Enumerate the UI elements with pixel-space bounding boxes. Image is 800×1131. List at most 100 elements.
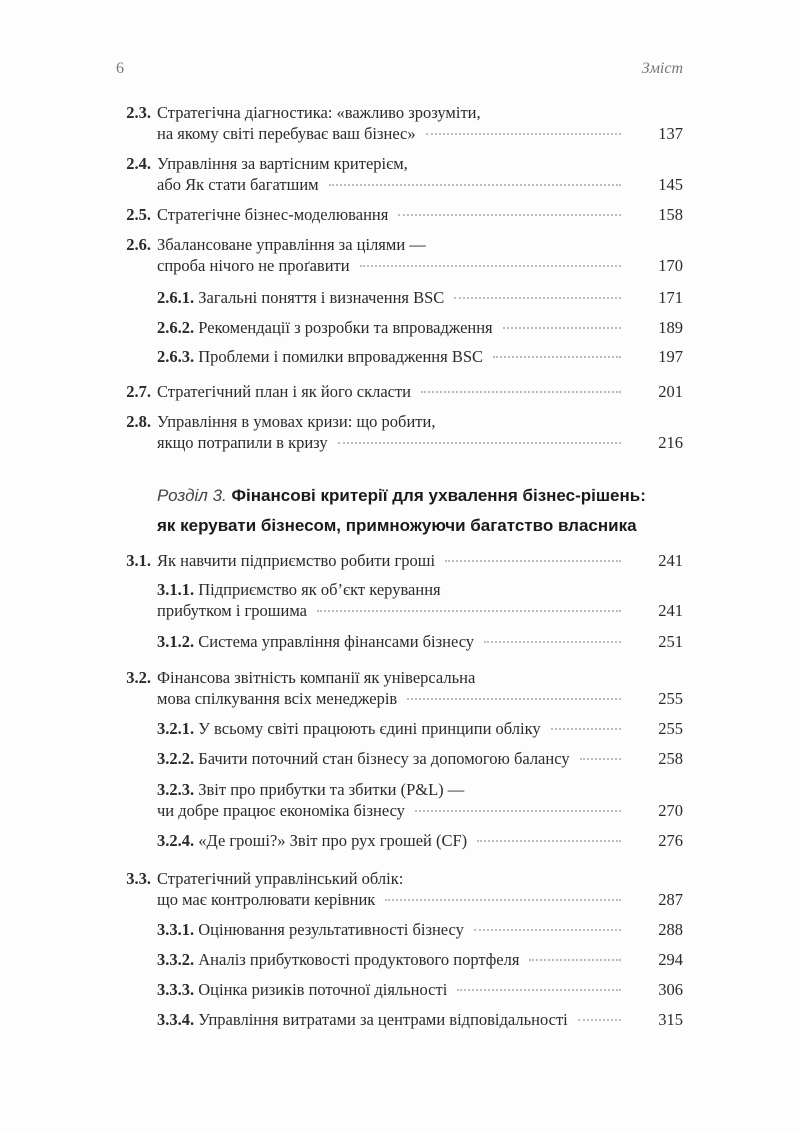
subentry-number: 3.2.1. [157,719,195,738]
toc-entry[interactable]: 3.3. Стратегічний управлінський облік: що … [100,868,683,910]
dot-leader [316,610,621,612]
subentry-number: 3.3.1. [157,920,195,939]
toc-entry[interactable]: 2.3. Стратегічна діагностика: «важливо зр… [100,102,683,144]
toc-entry[interactable]: 3.1.1. Підприємство як об’єкт керування п… [100,579,683,621]
entry-title-line: спроба нічого не проґавити [157,255,350,276]
entry-title-line: якщо потрапили в кризу [157,432,328,453]
entry-page: 201 [658,382,683,401]
dot-leader [529,959,621,961]
entry-page: 189 [658,318,683,337]
entry-text: Проблеми і помилки впровадження BSC [198,347,484,366]
dot-leader [445,560,621,562]
entry-page: 306 [658,980,683,999]
entry-number: 2.4. [126,154,151,173]
entry-page: 145 [658,175,683,194]
dot-leader [577,1019,621,1021]
chapter-label: Розділ 3. [157,486,227,505]
entry-title-line: чи добре працює економіка бізнесу [157,800,405,821]
subentry-number: 3.1.1. [157,580,195,599]
dot-leader [425,133,621,135]
entry-page: 258 [658,749,683,768]
entry-text: або Як стати багатшим [157,175,319,194]
subentry-number: 2.6.3. [157,347,195,366]
entry-title-line: 3.1.2. Система управління фінансами бізн… [157,631,474,652]
entry-text: Підприємство як об’єкт керування [198,580,441,599]
entry-title-line: 3.2.2. Бачити поточний стан бізнесу за д… [157,748,570,769]
entry-text: Бачити поточний стан бізнесу за допомого… [198,749,570,768]
toc-entry[interactable]: 3.2. Фінансова звітність компанії як унів… [100,667,683,709]
dot-leader [328,184,621,186]
page-number: 6 [116,60,124,77]
entry-title-line: 2.6.2. Рекомендації з розробки та впрова… [157,317,493,338]
toc-entry[interactable]: 3.3.2. Аналіз прибутковості продуктового… [100,949,683,970]
dot-leader [502,327,621,329]
dot-leader [484,641,621,643]
entry-text: Оцінювання результативності бізнесу [198,920,464,939]
entry-page: 294 [658,950,683,969]
dot-leader [454,297,621,299]
toc-entry[interactable]: 3.2.2. Бачити поточний стан бізнесу за д… [100,748,683,769]
subentry-number: 3.1.2. [157,632,195,651]
toc-entry[interactable]: 2.4. Управління за вартісним критерієм, аб… [100,153,683,195]
dot-leader [493,356,621,358]
dot-leader [473,929,621,931]
toc-entry[interactable]: 2.6.3. Проблеми і помилки впровадження B… [100,346,683,367]
entry-number: 3.1. [126,551,151,570]
entry-text: Як навчити підприємство робити гроші [157,551,436,570]
entry-title-line: 2.6.1. Загальні поняття і визначення BSC [157,287,444,308]
dot-leader [414,810,621,812]
toc-entry[interactable]: 2.8. Управління в умовах кризи: що робити… [100,411,683,453]
toc-entry[interactable]: 2.5. Стратегічне бізнес-моделювання 158 [100,204,683,225]
entry-title-line: 3.3.1. Оцінювання результативності бізне… [157,919,464,940]
entry-page: 241 [658,551,683,570]
toc-entry[interactable]: 3.2.1. У всьому світі працюють єдині при… [100,718,683,739]
entry-page: 270 [658,801,683,820]
entry-title-line: 3.3.3. Оцінка ризиків поточної діяльност… [157,979,447,1000]
entry-title-line: 3.2.3. Звіт про прибутки та збитки (P&L)… [157,780,464,799]
toc-entry[interactable]: 2.6. Збалансоване управління за цілями — с… [100,234,683,276]
entry-page: 197 [658,347,683,366]
entry-title-line: Стратегічне бізнес-моделювання [157,204,388,225]
toc-entry[interactable]: 3.3.3. Оцінка ризиків поточної діяльност… [100,979,683,1000]
entry-number: 2.6. [126,235,151,254]
entry-title-line: 3.3.4. Управління витратами за центрами … [157,1009,568,1030]
toc-entry[interactable]: 2.6.2. Рекомендації з розробки та впрова… [100,317,683,338]
entry-text: спроба нічого не проґавити [157,256,350,275]
toc-entry[interactable]: 3.1. Як навчити підприємство робити гроші… [100,550,683,571]
toc-entry[interactable]: 2.7. Стратегічний план і як його скласти 2… [100,381,683,402]
dot-leader [398,214,621,216]
entry-page: 288 [658,920,683,939]
dot-leader [337,442,621,444]
entry-text: Аналіз прибутковості продуктового портфе… [198,950,520,969]
entry-text: Оцінка ризиків поточної діяльності [198,980,448,999]
entry-title-line: 3.3.2. Аналіз прибутковості продуктового… [157,949,519,970]
entry-text: Стратегічна діагностика: «важливо зрозум… [157,103,481,122]
entry-number: 3.2. [126,668,151,687]
toc-entry[interactable]: 3.3.1. Оцінювання результативності бізне… [100,919,683,940]
entry-text: Стратегічний план і як його скласти [157,382,412,401]
dot-leader [385,899,621,901]
toc-entry[interactable]: 3.2.3. Звіт про прибутки та збитки (P&L)… [100,779,683,821]
entry-title-line: 3.2.1. У всьому світі працюють єдині при… [157,718,541,739]
entry-text: що має контролювати керівник [157,890,376,909]
toc-entry[interactable]: 3.3.4. Управління витратами за центрами … [100,1009,683,1030]
subentry-number: 3.3.4. [157,1010,195,1029]
toc-entry[interactable]: 3.1.2. Система управління фінансами бізн… [100,631,683,652]
entry-title-line: або Як стати багатшим [157,174,319,195]
toc-entry[interactable]: 2.6.1. Загальні поняття і визначення BSC… [100,287,683,308]
entry-number: 2.5. [126,205,151,224]
entry-title-line: Стратегічний план і як його скласти [157,381,411,402]
dot-leader [457,989,621,991]
entry-title-line: Управління в умовах кризи: що робити, [157,412,435,431]
entry-page: 251 [658,632,683,651]
entry-title-line: Збалансоване управління за цілями — [157,235,426,254]
entry-page: 170 [658,256,683,275]
entry-number: 2.8. [126,412,151,431]
chapter-heading: Розділ 3. Фінансові критерії для ухвален… [157,481,646,541]
entry-text: мова спілкування всіх менеджерів [157,689,398,708]
toc-entry[interactable]: 3.2.4. «Де гроші?» Звіт про рух грошей (… [100,830,683,851]
dot-leader [421,391,621,393]
entry-text: Рекомендації з розробки та впровадження [198,318,493,337]
entry-title-line: Як навчити підприємство робити гроші [157,550,435,571]
entry-page: 276 [658,831,683,850]
